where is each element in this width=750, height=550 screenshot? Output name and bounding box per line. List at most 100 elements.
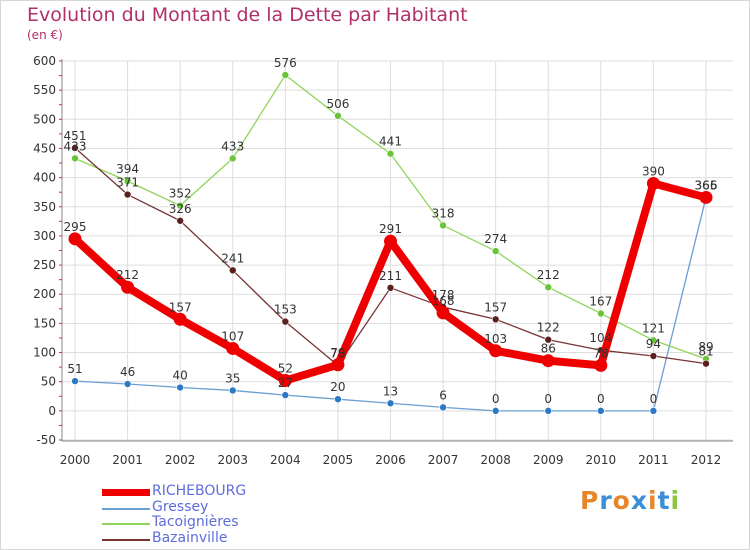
data-label: 212 [537,268,560,282]
data-label: 104 [589,331,612,345]
data-label: 168 [432,294,455,308]
data-point [649,352,658,360]
series-group [68,71,713,415]
data-point [594,358,608,372]
data-label: 366 [695,178,718,192]
data-point [176,201,184,210]
data-point [123,190,132,199]
data-point [491,247,500,255]
y-tick-label: 450 [33,141,56,155]
y-tick-label: 300 [33,229,56,243]
data-label: 52 [278,362,293,376]
data-point [176,383,184,392]
data-label: 0 [492,392,500,406]
x-tick-label: 2010 [586,453,617,467]
data-label: 107 [221,329,244,343]
data-label: 241 [221,251,244,265]
data-label: 157 [484,300,507,314]
data-label: 81 [698,345,713,359]
data-point [123,380,132,388]
data-label: 153 [274,303,297,317]
data-point [281,71,290,79]
data-point [71,144,79,152]
legend-swatch [102,489,150,496]
data-label: 27 [278,376,293,390]
data-label: 451 [64,129,87,143]
logo-letter: i [670,486,681,515]
data-label: 103 [484,332,507,346]
y-tick-label: 600 [33,54,56,68]
data-point [281,317,290,326]
logo-letter: t [657,486,671,515]
chart-subtitle: (en €) [27,28,63,42]
data-point [228,266,237,275]
data-point [226,341,240,355]
data-label: 295 [64,220,87,234]
data-point [386,399,395,408]
data-label: 394 [116,162,139,176]
data-point [278,374,292,388]
x-tick-label: 2006 [375,453,406,467]
data-label: 79 [330,346,345,360]
y-tick-label: 100 [33,346,56,360]
data-point [439,221,447,230]
data-label: 433 [221,139,244,153]
data-label: 89 [698,340,713,354]
data-label: 576 [274,56,297,70]
data-point [121,280,135,294]
x-tick-label: 2002 [165,453,196,467]
data-point [436,306,450,320]
data-label: 318 [432,206,455,220]
x-tick-label: 2012 [691,453,722,467]
data-label: 371 [116,176,139,190]
data-label: 167 [589,294,612,308]
data-point [334,112,342,120]
data-point [71,377,79,385]
logo-letter: r [599,486,613,515]
data-point [544,407,553,415]
data-label: 157 [169,300,192,314]
data-point [489,344,503,358]
data-point [597,407,605,415]
y-tick-label: 500 [33,112,56,126]
data-label: 211 [379,269,402,283]
y-tick-label: 400 [33,171,56,185]
data-point [439,403,447,412]
y-tick-label: 0 [48,404,56,418]
logo-letter: x [630,486,648,515]
legend-label: RICHEBOURG [152,483,247,499]
data-point [702,359,710,368]
x-tick-label: 2005 [323,453,354,467]
data-label: 86 [541,342,556,356]
data-point [68,232,82,246]
data-point [384,234,397,248]
data-label: 0 [597,392,605,406]
data-point [597,309,605,318]
data-point [386,284,395,292]
x-tick-label: 2004 [270,453,301,467]
data-label: 365 [695,178,718,192]
data-point [123,177,132,185]
data-point [334,395,342,403]
y-tick-label: -50 [36,433,56,447]
data-label: 0 [650,392,658,406]
data-label: 212 [116,268,139,282]
data-point [331,358,345,372]
y-tick-label: 250 [33,258,56,272]
data-label: 291 [379,222,402,236]
data-label: 274 [484,232,507,246]
data-point [491,315,500,324]
legend-label: Tacoignières [152,514,239,530]
y-tick-label: 350 [33,200,56,214]
legend-swatch [102,523,150,525]
y-tick-label: 550 [33,83,56,97]
data-label: 352 [169,187,192,201]
data-labels: 295 212 157 107 52 79 291 168 103 86 78 390 366 51 46 4… [64,56,718,406]
legend-label: Bazainville [152,529,228,546]
data-label: 121 [642,321,665,335]
logo-letter: o [612,486,631,515]
data-label: 40 [173,369,188,383]
data-label: 94 [646,337,661,351]
data-point [281,391,290,399]
